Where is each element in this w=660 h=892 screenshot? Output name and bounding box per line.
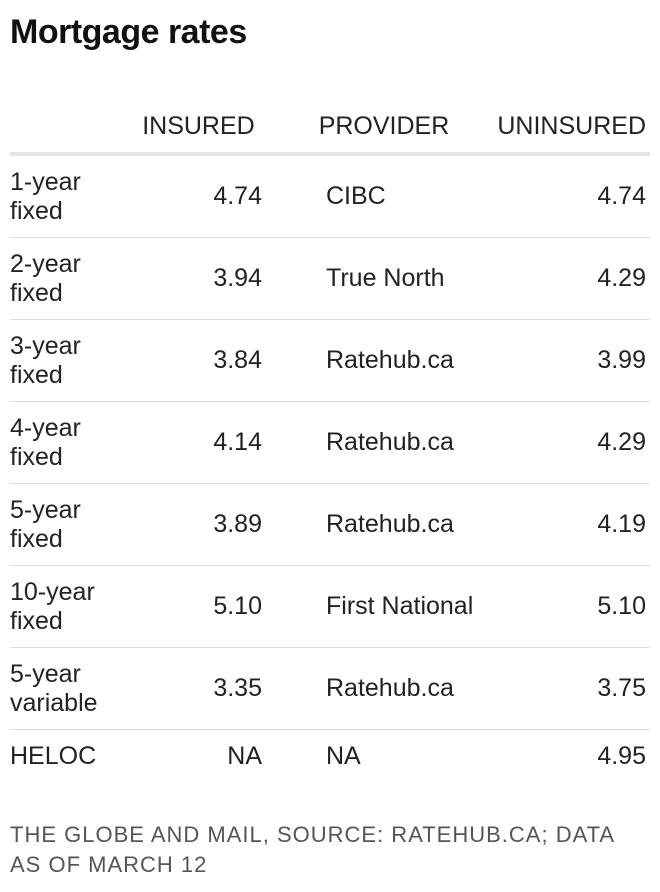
cell-provider: Ratehub.ca <box>326 428 454 456</box>
cell-provider: Ratehub.ca <box>326 510 454 538</box>
table-row: 3-year fixed 3.84 Ratehub.ca 3.99 <box>10 320 650 402</box>
cell-term: 5-year fixed <box>10 495 81 553</box>
cell-uninsured: 4.29 <box>597 428 646 456</box>
cell-term: 2-year fixed <box>10 249 81 307</box>
header-provider: PROVIDER <box>318 112 450 140</box>
cell-uninsured: 3.75 <box>597 674 646 702</box>
cell-insured: NA <box>227 741 262 770</box>
cell-provider: Ratehub.ca <box>326 674 454 702</box>
cell-uninsured: 4.74 <box>597 182 646 210</box>
cell-provider: CIBC <box>326 182 386 210</box>
cell-insured: 4.74 <box>213 182 262 210</box>
source-footer: THE GLOBE AND MAIL, SOURCE: RATEHUB.CA; … <box>10 822 614 877</box>
table-row: 4-year fixed 4.14 Ratehub.ca 4.29 <box>10 402 650 484</box>
cell-provider: First National <box>326 592 474 620</box>
cell-uninsured: 4.29 <box>597 264 646 292</box>
cell-term: 3-year fixed <box>10 331 81 389</box>
header-insured: INSURED <box>142 112 255 140</box>
cell-insured: 3.94 <box>213 264 262 292</box>
cell-uninsured: 5.10 <box>597 592 646 620</box>
cell-insured: 3.35 <box>213 674 262 702</box>
page-title: Mortgage rates <box>10 13 247 51</box>
table-row: 10-year fixed 5.10 First National 5.10 <box>10 566 650 648</box>
cell-term: 1-year fixed <box>10 167 81 225</box>
cell-provider: NA <box>326 741 361 770</box>
rates-table: INSURED PROVIDER UNINSURED 1-year fixed … <box>10 100 650 782</box>
cell-uninsured: 3.99 <box>597 346 646 374</box>
cell-term: 10-year fixed <box>10 577 95 635</box>
cell-insured: 4.14 <box>213 428 262 456</box>
table-row: 5-year variable 3.35 Ratehub.ca 3.75 <box>10 648 650 730</box>
cell-insured: 5.10 <box>213 592 262 620</box>
table-row: HELOC NA NA 4.95 <box>10 730 650 782</box>
cell-insured: 3.89 <box>213 510 262 538</box>
table-row: 5-year fixed 3.89 Ratehub.ca 4.19 <box>10 484 650 566</box>
cell-provider: Ratehub.ca <box>326 346 454 374</box>
cell-term: 5-year variable <box>10 659 98 717</box>
cell-term: 4-year fixed <box>10 413 81 471</box>
cell-term: HELOC <box>10 741 97 770</box>
table-row: 1-year fixed 4.74 CIBC 4.74 <box>10 156 650 238</box>
table-row: 2-year fixed 3.94 True North 4.29 <box>10 238 650 320</box>
cell-insured: 3.84 <box>213 346 262 374</box>
cell-uninsured: 4.19 <box>597 510 646 538</box>
cell-provider: True North <box>326 264 445 292</box>
table-header: INSURED PROVIDER UNINSURED <box>10 100 650 156</box>
cell-uninsured: 4.95 <box>597 741 646 770</box>
header-uninsured: UNINSURED <box>497 112 646 140</box>
